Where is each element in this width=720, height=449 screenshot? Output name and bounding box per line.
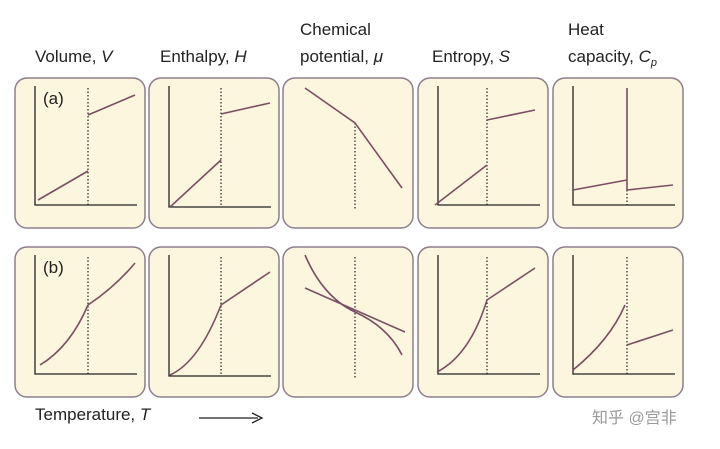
column-header: capacity, Cp [568, 47, 657, 69]
header-symbol: μ [373, 47, 384, 66]
column-header: Chemical [300, 20, 371, 39]
panel-group [148, 246, 280, 398]
header-text: Chemical [300, 20, 371, 39]
curve [304, 254, 403, 356]
column-header: Entropy, S [432, 47, 511, 66]
curve [304, 87, 403, 189]
header-text: Enthalpy, [160, 47, 230, 66]
axes [437, 86, 540, 206]
panel [148, 77, 280, 229]
axes [34, 86, 137, 206]
panel-group [282, 77, 414, 229]
header-text: Volume, [35, 47, 96, 66]
curve [304, 287, 406, 333]
curve [434, 164, 488, 206]
curve [87, 94, 136, 116]
panel-group [552, 246, 684, 398]
panel-group: (a) [14, 77, 146, 229]
column-header: Volume, V [35, 47, 114, 66]
curve [39, 262, 136, 366]
panel-group [417, 246, 549, 398]
header-text: capacity, [568, 47, 634, 66]
axes [168, 86, 271, 208]
panel [282, 246, 414, 398]
curve [486, 109, 536, 121]
header-symbol: S [499, 47, 511, 66]
header-text: Heat [568, 20, 604, 39]
row-label: (a) [43, 89, 64, 108]
axes [572, 86, 675, 206]
axes [437, 255, 540, 375]
panel [417, 246, 549, 398]
panel-group [417, 77, 549, 229]
header-symbol: C [639, 47, 652, 66]
axes [572, 255, 675, 375]
curve [572, 179, 628, 191]
row-label: (b) [43, 258, 64, 277]
column-header: potential, μ [300, 47, 384, 66]
arrow-head [251, 412, 264, 424]
curve [572, 304, 626, 371]
column-header: Heat [568, 20, 604, 39]
header-subscript: p [650, 57, 657, 69]
watermark: 知乎 @宫非 [592, 409, 677, 427]
panel [552, 77, 684, 229]
header-text: Entropy, [432, 47, 494, 66]
curve [169, 159, 222, 208]
curve [169, 271, 271, 376]
curve [220, 102, 271, 115]
panel-group [552, 77, 684, 229]
axes [168, 255, 271, 377]
curve [626, 184, 674, 191]
panel [282, 77, 414, 229]
panel-group [148, 77, 280, 229]
curve [37, 170, 89, 201]
x-axis-label: Temperature, T [35, 405, 152, 424]
curve [626, 329, 674, 346]
axes [34, 255, 137, 375]
header-text: potential, [300, 47, 369, 66]
curve [436, 267, 536, 373]
panel-group [282, 246, 414, 398]
panel-group: (b) [14, 246, 146, 398]
panel [417, 77, 549, 229]
header-symbol: H [234, 47, 247, 66]
panel [14, 77, 146, 229]
header-symbol: V [101, 47, 114, 66]
column-header: Enthalpy, H [160, 47, 247, 66]
